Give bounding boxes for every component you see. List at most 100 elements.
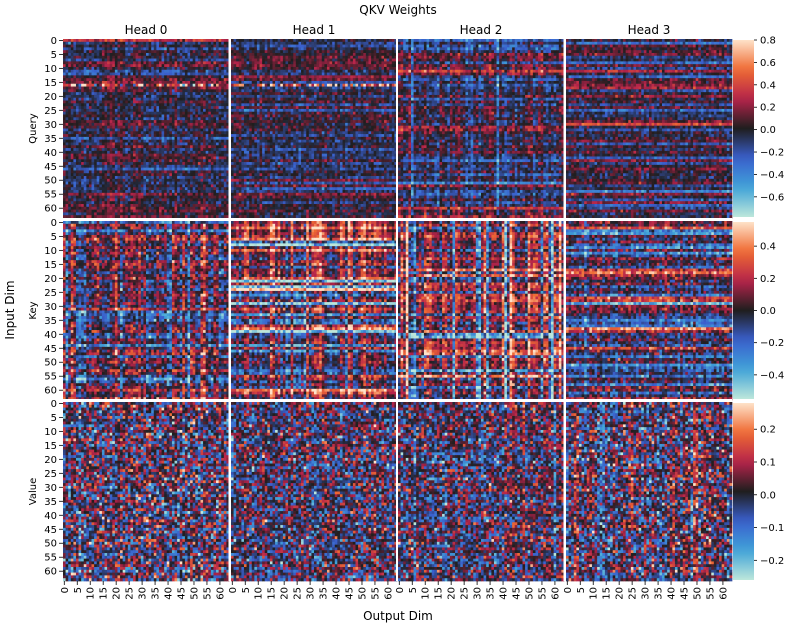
heatmap-cell <box>198 103 201 106</box>
heatmap-cell <box>71 47 74 50</box>
heatmap-cell <box>138 103 141 106</box>
heatmap-cell <box>86 73 89 76</box>
heatmap-cell <box>149 59 152 62</box>
heatmap-cell <box>138 64 141 67</box>
heatmap-cell <box>159 123 162 126</box>
heatmap-cell <box>195 131 198 134</box>
heatmap-cell <box>68 117 71 120</box>
heatmap-cell <box>112 129 115 132</box>
heatmap-cell <box>219 59 222 62</box>
heatmap-cell <box>105 47 108 50</box>
heatmap-cell <box>164 115 167 118</box>
heatmap-cell <box>162 78 165 81</box>
heatmap-cell <box>190 129 193 132</box>
heatmap-cell <box>195 120 198 123</box>
heatmap-cell <box>190 106 193 109</box>
heatmap-cell <box>81 84 84 87</box>
heatmap-cell <box>97 84 100 87</box>
heatmap-cell <box>97 98 100 101</box>
heatmap-cell <box>149 53 152 56</box>
heatmap-cell <box>125 131 128 134</box>
heatmap-cell <box>193 95 196 98</box>
heatmap-cell <box>206 134 209 137</box>
heatmap-cell <box>213 112 216 115</box>
heatmap-cell <box>130 142 133 145</box>
heatmap-cell <box>107 117 110 120</box>
heatmap-cell <box>79 101 82 104</box>
heatmap-cell <box>188 126 191 129</box>
heatmap-cell <box>123 142 126 145</box>
heatmap-cell <box>146 101 149 104</box>
heatmap-cell <box>94 112 97 115</box>
heatmap-cell <box>105 70 108 73</box>
heatmap-cell <box>136 61 139 64</box>
heatmap-cell <box>224 89 227 92</box>
heatmap-cell <box>162 84 165 87</box>
heatmap-cell <box>177 123 180 126</box>
heatmap-cell <box>128 70 131 73</box>
heatmap-cell <box>198 89 201 92</box>
heatmap-cell <box>195 109 198 112</box>
heatmap-cell <box>117 140 120 143</box>
heatmap-cell <box>86 53 89 56</box>
heatmap-cell <box>219 61 222 64</box>
heatmap-cell <box>123 45 126 48</box>
heatmap-cell <box>79 89 82 92</box>
heatmap-cell <box>177 78 180 81</box>
heatmap-cell <box>115 129 118 132</box>
heatmap-cell <box>66 134 69 137</box>
heatmap-cell <box>141 98 144 101</box>
heatmap-cell <box>115 73 118 76</box>
heatmap-cell <box>162 115 165 118</box>
heatmap-cell <box>123 70 126 73</box>
heatmap-cell <box>79 47 82 50</box>
heatmap-cell <box>81 120 84 123</box>
heatmap-cell <box>200 56 203 59</box>
heatmap-cell <box>200 89 203 92</box>
heatmap-cell <box>182 98 185 101</box>
heatmap-cell <box>159 134 162 137</box>
heatmap-cell <box>141 101 144 104</box>
heatmap-cell <box>167 109 170 112</box>
heatmap-cell <box>81 64 84 67</box>
heatmap-cell <box>138 42 141 45</box>
heatmap-cell <box>84 131 87 134</box>
heatmap-cell <box>99 129 102 132</box>
heatmap-cell <box>107 73 110 76</box>
heatmap-cell <box>169 87 172 90</box>
heatmap-cell <box>99 131 102 134</box>
heatmap-cell <box>120 61 123 64</box>
heatmap-cell <box>146 95 149 98</box>
heatmap-cell <box>130 45 133 48</box>
heatmap-cell <box>79 103 82 106</box>
heatmap-cell <box>89 75 92 78</box>
heatmap-cell <box>76 117 79 120</box>
heatmap-cell <box>146 67 149 70</box>
heatmap-cell <box>224 87 227 90</box>
heatmap-cell <box>159 78 162 81</box>
heatmap-cell <box>198 120 201 123</box>
heatmap-cell <box>92 39 95 42</box>
heatmap-cell <box>208 87 211 90</box>
heatmap-cell <box>68 70 71 73</box>
heatmap-cell <box>107 131 110 134</box>
heatmap-cell <box>175 81 178 84</box>
heatmap-cell <box>133 126 136 129</box>
heatmap-cell <box>190 109 193 112</box>
heatmap-cell <box>200 67 203 70</box>
heatmap-cell <box>102 70 105 73</box>
heatmap-cell <box>112 50 115 53</box>
heatmap-cell <box>92 45 95 48</box>
heatmap-cell <box>164 81 167 84</box>
heatmap-cell <box>211 140 214 143</box>
heatmap-cell <box>97 45 100 48</box>
heatmap-cell <box>86 61 89 64</box>
heatmap-cell <box>92 137 95 140</box>
heatmap-cell <box>86 142 89 145</box>
heatmap-cell <box>112 47 115 50</box>
heatmap-cell <box>73 73 76 76</box>
heatmap-cell <box>195 70 198 73</box>
heatmap-cell <box>188 56 191 59</box>
heatmap-cell <box>63 61 66 64</box>
heatmap-cell <box>107 106 110 109</box>
